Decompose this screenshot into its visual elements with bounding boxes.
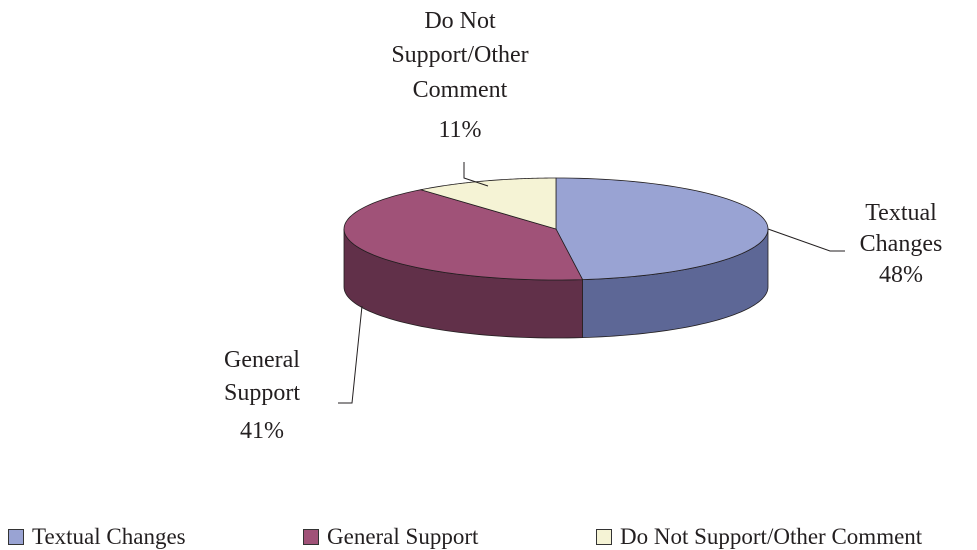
legend-swatch-do-not-support xyxy=(596,529,612,545)
legend-swatch-textual-changes xyxy=(8,529,24,545)
slice-value-do-not-support: 11% xyxy=(438,117,481,143)
pie-tops xyxy=(343,177,769,281)
slice-label-do-not-support-line-2: Support/Other xyxy=(391,42,528,68)
leader-line-general-support xyxy=(338,305,363,404)
slice-label-do-not-support-line-3: Comment xyxy=(413,77,508,103)
legend-item-textual-changes: Textual Changes xyxy=(8,524,186,550)
slice-label-textual-changes-line-1: Textual xyxy=(865,200,937,226)
pie-slice-textual-changes xyxy=(555,177,769,281)
pie-slice-general-support xyxy=(343,189,584,281)
legend-label-do-not-support: Do Not Support/Other Comment xyxy=(620,524,923,549)
slice-label-textual-changes-line-2: Changes xyxy=(860,231,943,257)
slice-label-general-support: General Support 41% xyxy=(224,347,300,444)
pie-slice-do-not-support xyxy=(420,177,557,230)
slice-label-textual-changes: Textual Changes 48% xyxy=(860,200,943,288)
legend-swatch-general-support xyxy=(303,529,319,545)
leader-line-textual-changes xyxy=(767,228,845,252)
slice-label-do-not-support: Do Not Support/Other Comment 11% xyxy=(391,8,528,143)
slice-value-general-support: 41% xyxy=(240,418,284,444)
legend-label-textual-changes: Textual Changes xyxy=(32,524,186,549)
slice-label-do-not-support-line-1: Do Not xyxy=(424,8,496,34)
legend-label-general-support: General Support xyxy=(327,524,479,549)
leader-line-do-not-support xyxy=(463,162,489,187)
chart-legend: Textual Changes General Support Do Not S… xyxy=(0,524,977,550)
legend-item-general-support: General Support xyxy=(303,524,478,550)
slice-value-textual-changes: 48% xyxy=(879,262,923,288)
slice-label-general-support-line-1: General xyxy=(224,347,300,373)
pie-chart: Textual Changes 48% General Support 41% … xyxy=(224,8,943,444)
legend-item-do-not-support: Do Not Support/Other Comment xyxy=(596,524,922,550)
slice-label-general-support-line-2: Support xyxy=(224,380,300,406)
